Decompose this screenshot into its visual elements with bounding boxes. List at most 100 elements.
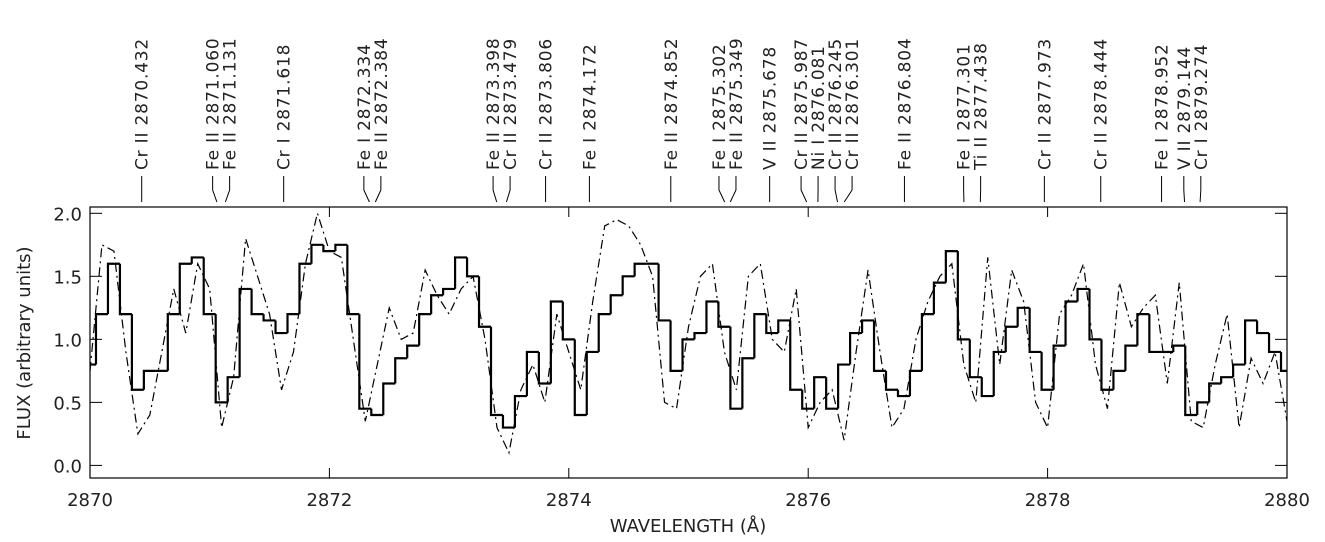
line-label: V II 2879.144 [1175,46,1195,170]
spectrum-step [262,314,276,322]
spectrum-step [322,244,336,253]
spectrum-step [1052,344,1066,390]
spectrum-step [597,313,611,352]
spectrum-step [310,243,324,264]
spectrum-step [358,314,372,410]
spectrum-step [1112,369,1126,390]
spectrum-step [1184,345,1198,417]
line-label: Fe II 2875.349 [727,38,747,170]
x-tick-label: 2876 [785,490,831,511]
spectrum-step [1148,314,1162,354]
spectrum-step [513,394,527,428]
spectrum-step [860,319,875,334]
spectrum-step [394,357,408,384]
spectrum-step [801,389,815,410]
y-tick-label: 0.5 [53,393,82,414]
spectrum-step [669,320,683,372]
spectrum-step [813,376,827,409]
spectrum-step [1100,339,1114,391]
spectrum-step [489,326,503,417]
model-line [89,211,1288,455]
line-marker [843,176,853,203]
spectrum-step [753,313,767,359]
x-tick-label: 2880 [1264,490,1310,511]
spectrum-step [693,331,707,340]
spectrum-step [896,389,910,398]
spectrum-step [537,351,551,385]
spectrum-step [442,287,456,296]
spectrum-step [418,313,432,346]
spectrum-step [884,370,898,391]
spectrum-step [920,313,934,371]
line-marker [363,176,370,203]
spectrum-step [238,287,252,378]
spectrum-step [1040,351,1054,391]
spectrum-step [992,350,1006,397]
spectrum-step [214,314,228,404]
spectrum-step [334,243,348,252]
line-marker [505,176,511,203]
spectrum-step [657,263,671,322]
spectrum-step [944,250,958,283]
spectrum-step [765,314,779,335]
spectrum-step [286,313,300,334]
line-label: Cr II 2875.987 [792,38,812,170]
spectrum-step [453,256,468,289]
line-label: Fe I 2875.302 [710,43,730,170]
spectrum-step [1172,344,1186,352]
line-label: Fe II 2876.804 [895,38,915,170]
spectrum-step [382,382,396,415]
line-label: Fe II 2872.384 [372,38,392,170]
spectrum-step [980,377,994,398]
spectrum-step [298,262,312,315]
spectrum-step [777,319,791,334]
spectrum-step [741,357,755,409]
x-axis-label: WAVELENGTH (Å) [610,515,766,537]
spectrum-step [202,257,216,316]
spectrum-step [1279,351,1287,372]
x-tick-label: 2878 [1025,490,1071,511]
line-label: Fe I 2877.301 [955,43,975,170]
line-label: Fe I 2874.172 [580,43,600,170]
line-label: Cr II 2870.432 [133,38,153,170]
line-marker [492,176,498,203]
spectrum-step [908,369,922,397]
spectrum-step [250,288,264,316]
line-label: Cr II 2878.444 [1092,38,1112,170]
x-tick-label: 2870 [67,490,113,511]
spectrum-step [848,331,863,365]
spectrum-step [406,344,420,359]
line-label: Fe II 2874.852 [662,38,682,170]
line-marker [834,176,839,203]
spectrum-step [932,281,946,315]
line-label: Ni I 2876.081 [809,45,829,170]
y-tick-label: 2.0 [53,204,82,225]
line-marker [718,176,726,203]
spectrum-step [729,326,743,410]
spectrum-step [1076,287,1090,302]
spectrum-step [872,320,887,372]
spectrum-step [1016,306,1030,327]
spectrum-step [1088,288,1102,341]
spectrum-step [681,338,695,371]
y-tick-label: 0.0 [53,456,82,477]
spectrum-step [1196,401,1210,415]
plot-frame [89,206,1288,479]
line-label: Fe II 2871.131 [221,38,241,170]
spectrum-step [1267,333,1282,354]
line-label: Cr II 2873.479 [501,38,521,170]
line-marker [800,176,808,203]
line-label: Cr I 2871.618 [275,44,295,170]
y-tick-label: 1.5 [53,267,82,288]
spectrum-step [633,262,647,277]
spectrum-step [274,320,288,335]
line-marker [729,176,737,203]
line-label: Cr II 2873.806 [537,38,557,170]
line-marker [1183,176,1186,203]
spectrum-step [705,300,719,334]
y-tick-label: 1.0 [53,330,82,351]
spectrum-step [1232,363,1246,378]
spectrum-step [142,369,156,390]
spectrum-step [226,376,240,403]
